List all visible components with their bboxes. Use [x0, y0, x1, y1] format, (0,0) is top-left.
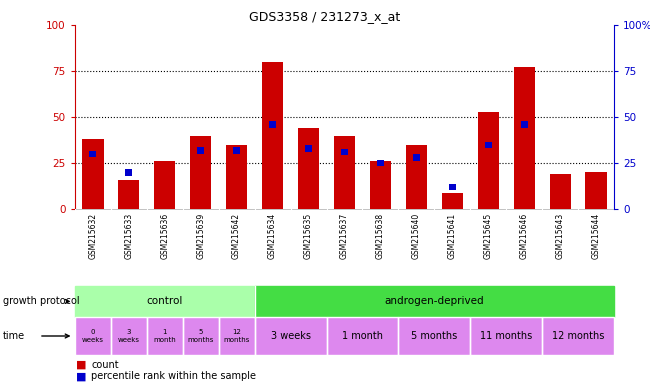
Bar	[514, 67, 535, 209]
Text: 0
weeks: 0 weeks	[82, 329, 104, 343]
Text: 12
months: 12 months	[224, 329, 250, 343]
Bar	[82, 139, 103, 209]
Bar	[89, 151, 96, 157]
Text: 5
months: 5 months	[187, 329, 214, 343]
Text: GSM215646: GSM215646	[520, 213, 529, 259]
Text: GSM215642: GSM215642	[232, 213, 241, 259]
Bar	[521, 121, 528, 128]
Bar	[406, 145, 427, 209]
Text: GSM215634: GSM215634	[268, 213, 277, 259]
Bar	[226, 145, 248, 209]
Bar	[549, 174, 571, 209]
Text: growth protocol: growth protocol	[3, 296, 80, 306]
Bar	[586, 172, 607, 209]
Bar	[154, 161, 176, 209]
Text: time: time	[3, 331, 25, 341]
Bar	[233, 147, 240, 154]
Text: control: control	[146, 296, 183, 306]
Text: 3 weeks: 3 weeks	[270, 331, 311, 341]
Text: GDS3358 / 231273_x_at: GDS3358 / 231273_x_at	[250, 10, 400, 23]
Text: GSM215637: GSM215637	[340, 213, 349, 259]
Text: GSM215639: GSM215639	[196, 213, 205, 259]
Bar	[441, 193, 463, 209]
Text: GSM215635: GSM215635	[304, 213, 313, 259]
Text: GSM215636: GSM215636	[160, 213, 169, 259]
Bar	[125, 169, 133, 175]
Text: GSM215632: GSM215632	[88, 213, 98, 259]
Text: percentile rank within the sample: percentile rank within the sample	[91, 371, 256, 381]
Bar	[118, 180, 140, 209]
Text: GSM215638: GSM215638	[376, 213, 385, 259]
Bar	[269, 121, 276, 128]
Text: GSM215645: GSM215645	[484, 213, 493, 259]
Text: 12 months: 12 months	[552, 331, 605, 341]
Bar	[413, 154, 420, 161]
Bar	[262, 62, 283, 209]
Bar	[197, 147, 204, 154]
Bar	[448, 184, 456, 190]
Text: 3
weeks: 3 weeks	[118, 329, 140, 343]
Bar	[478, 112, 499, 209]
Text: GSM215640: GSM215640	[412, 213, 421, 259]
Text: 1 month: 1 month	[342, 331, 383, 341]
Bar	[333, 136, 356, 209]
Text: 5 months: 5 months	[411, 331, 458, 341]
Text: GSM215644: GSM215644	[592, 213, 601, 259]
Bar	[370, 161, 391, 209]
Bar	[341, 149, 348, 156]
Text: GSM215641: GSM215641	[448, 213, 457, 259]
Text: 1
month: 1 month	[153, 329, 176, 343]
Text: count: count	[91, 360, 119, 370]
Text: ■: ■	[76, 360, 86, 370]
Text: 11 months: 11 months	[480, 331, 532, 341]
Text: GSM215643: GSM215643	[556, 213, 565, 259]
Bar	[190, 136, 211, 209]
Bar	[298, 128, 319, 209]
Text: ■: ■	[76, 371, 86, 381]
Bar	[485, 142, 492, 148]
Text: androgen-deprived: androgen-deprived	[385, 296, 484, 306]
Bar	[377, 160, 384, 166]
Text: GSM215633: GSM215633	[124, 213, 133, 259]
Bar	[305, 145, 312, 152]
